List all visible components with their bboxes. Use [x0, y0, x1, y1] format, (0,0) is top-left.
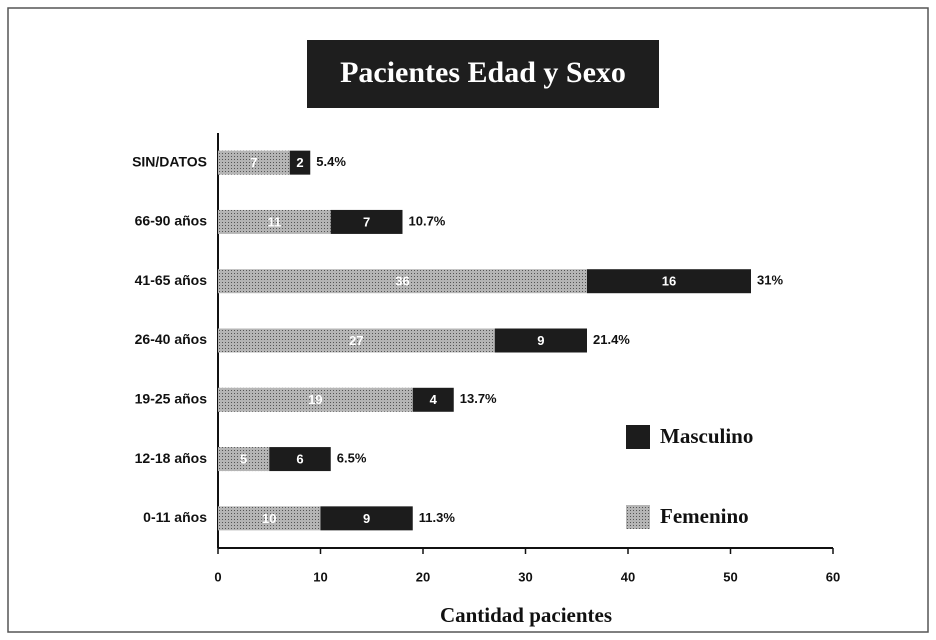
bar-segment	[218, 269, 587, 294]
x-tick-label: 20	[416, 569, 430, 584]
x-tick-label: 0	[214, 569, 221, 584]
bar-value-label: 2	[296, 155, 303, 170]
frame	[7, 7, 929, 633]
y-tick-label: 12-18 años	[135, 450, 208, 466]
percent-label: 11.3%	[419, 510, 456, 525]
percent-label: 6.5%	[337, 451, 367, 466]
bar-segment	[218, 209, 331, 234]
legend-label: Masculino	[660, 424, 753, 448]
bar-value-label: 7	[363, 214, 370, 229]
x-tick-label: 60	[826, 569, 840, 584]
y-tick-label: 66-90 años	[135, 213, 208, 229]
percent-label: 5.4%	[316, 154, 346, 169]
legend-swatch	[626, 505, 650, 529]
bar-segment	[218, 328, 495, 353]
bar-segment	[218, 506, 321, 531]
legend-label: Femenino	[660, 504, 749, 528]
bar-value-label: 11	[268, 214, 282, 229]
y-tick-label: SIN/DATOS	[132, 153, 207, 169]
bar-segment	[269, 447, 331, 472]
bar-value-label: 6	[296, 452, 303, 467]
bar-value-label: 9	[537, 333, 544, 348]
x-tick-label: 40	[621, 569, 635, 584]
bar-segment	[218, 150, 290, 175]
bar-segment	[587, 269, 751, 294]
bar-value-label: 16	[662, 274, 676, 289]
bar-value-label: 9	[363, 511, 370, 526]
bar-segment	[330, 209, 403, 234]
bar-value-label: 19	[308, 392, 322, 407]
y-tick-label: 41-65 años	[135, 272, 208, 288]
bar-segment	[412, 387, 454, 412]
bar-segment	[320, 506, 413, 531]
percent-label: 31%	[757, 273, 783, 288]
percent-label: 10.7%	[409, 213, 446, 228]
percent-label: 21.4%	[593, 332, 630, 347]
title-box	[307, 40, 659, 108]
x-axis-label: Cantidad pacientes	[440, 603, 612, 627]
bar-segment	[218, 447, 270, 472]
legend-swatch	[626, 425, 650, 449]
y-tick-label: 26-40 años	[135, 331, 208, 347]
bar-segment	[218, 387, 413, 412]
bar-value-label: 5	[240, 452, 247, 467]
bar-value-label: 10	[262, 511, 276, 526]
chart-title: Pacientes Edad y Sexo	[340, 56, 626, 89]
x-tick-label: 30	[518, 569, 532, 584]
x-tick-label: 10	[313, 569, 327, 584]
y-tick-label: 0-11 años	[143, 509, 207, 525]
bar-value-label: 7	[250, 155, 257, 170]
bar-segment	[289, 150, 311, 175]
y-tick-label: 19-25 años	[135, 390, 208, 406]
bar-segment	[494, 328, 587, 353]
bar-value-label: 4	[430, 392, 438, 407]
x-tick-label: 50	[723, 569, 737, 584]
bar-value-label: 36	[395, 274, 409, 289]
bar-value-label: 27	[349, 333, 363, 348]
percent-label: 13.7%	[460, 391, 497, 406]
